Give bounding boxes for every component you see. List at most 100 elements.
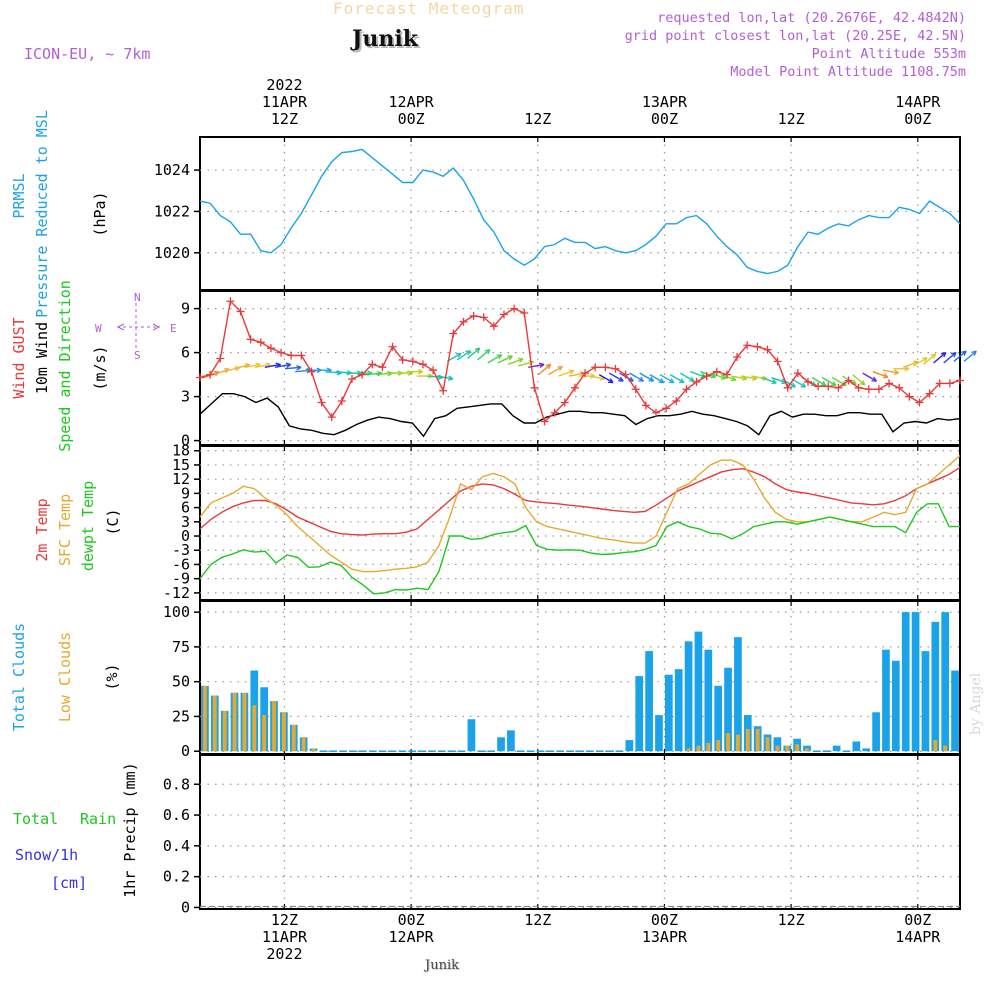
bottom-time-line: 2022	[266, 945, 303, 963]
wind-arrow	[902, 361, 919, 368]
gust-marker	[874, 385, 883, 394]
low-cloud-bar	[252, 705, 257, 752]
top-time-line: 11APR	[261, 93, 308, 111]
gust-marker	[317, 398, 326, 407]
compass-letter: N	[134, 291, 141, 304]
wind-arrow	[254, 363, 271, 368]
bottom-time-label: 00Z 12APR	[361, 912, 461, 963]
wind-arrow-head	[689, 376, 695, 382]
gust-marker	[520, 309, 529, 317]
wind-arrow	[325, 370, 342, 374]
total-cloud-bar	[625, 740, 634, 752]
compass-letter: E	[170, 322, 177, 335]
y-tick-label: 75	[172, 638, 190, 656]
gust-marker	[216, 354, 225, 363]
wind-arrow-head	[922, 357, 928, 363]
gust-marker	[530, 383, 539, 392]
wind-arrow	[669, 373, 685, 384]
gust-marker	[277, 348, 286, 357]
total-cloud-bar	[655, 715, 663, 752]
bottom-time-line: 12Z	[270, 911, 298, 929]
station-name: Junik	[352, 26, 418, 52]
gust-marker	[236, 307, 245, 316]
gust-marker	[378, 363, 387, 372]
gust-marker	[408, 357, 417, 366]
gust-marker	[550, 408, 559, 417]
y-tick-label: 0	[181, 742, 190, 760]
wind-arrow-head	[618, 376, 624, 382]
gust-marker	[307, 367, 316, 376]
gust-marker	[692, 377, 701, 386]
low-cloud-bar	[242, 692, 247, 752]
low-cloud-bar	[933, 740, 938, 752]
total-cloud-bar	[773, 737, 782, 752]
y-tick-label: 25	[172, 707, 190, 725]
wind-arrow-head	[800, 382, 807, 388]
wind-arrow	[264, 363, 281, 368]
wind-arrow	[761, 376, 777, 384]
bottom-time-label: 00Z 14APR	[868, 912, 968, 963]
bottom-time-line: 00Z	[397, 911, 425, 929]
wind-arrow-head	[456, 352, 462, 358]
wind-arrow	[274, 363, 291, 368]
top-time-line: 12Z	[777, 110, 805, 128]
gust-marker	[560, 398, 569, 407]
wind-arrow	[710, 372, 726, 380]
gust-marker	[905, 392, 914, 401]
low-cloud-bar	[222, 710, 227, 752]
y-tick-label: 0	[181, 432, 190, 450]
wind-arrow	[659, 373, 675, 384]
gust-marker	[672, 397, 681, 405]
low-cloud-bar	[745, 728, 750, 752]
wind-arrow-head	[517, 357, 524, 363]
bottom-time-line: 12Z	[524, 911, 552, 929]
gust-marker	[358, 370, 367, 379]
gust-marker	[641, 401, 650, 410]
gust-marker	[540, 417, 549, 426]
bottom-time-line: 14APR	[895, 928, 941, 946]
wind-arrow-head	[668, 378, 675, 384]
wind-arrow-head	[871, 376, 878, 382]
panel-frame-clouds	[199, 600, 961, 755]
total-cloud-bar	[734, 637, 742, 752]
y-tick-label: 0.6	[163, 806, 190, 824]
gust-marker	[287, 351, 296, 360]
wind-arrow-head	[484, 349, 491, 355]
gust-marker	[510, 304, 519, 313]
wind-arrow-head	[882, 373, 889, 379]
gust-marker	[844, 376, 853, 385]
top-time-line: 00Z	[397, 110, 425, 128]
top-time-line: 00Z	[650, 110, 678, 128]
low-cloud-bar	[755, 728, 760, 752]
total-cloud-bar	[497, 737, 505, 752]
top-time-label: 2022 11APR 12Z	[234, 77, 334, 128]
td-line	[199, 503, 960, 595]
wind-arrow	[234, 363, 251, 370]
gust-marker	[469, 311, 478, 320]
low-cloud-bar	[232, 692, 237, 752]
wind-arrow-head	[961, 350, 967, 356]
wind-arrow	[558, 369, 574, 377]
gust-marker	[773, 357, 782, 366]
y-tick-label: 1022	[154, 202, 190, 220]
wind-arrow	[639, 372, 654, 382]
gust-marker	[945, 379, 954, 388]
wind-arrow-head	[950, 351, 957, 358]
bottom-time-label: 12Z	[741, 912, 841, 963]
wind-arrow	[629, 372, 644, 382]
gust-marker	[449, 329, 458, 338]
gust-marker	[591, 363, 600, 372]
total-cloud-bar	[832, 745, 841, 752]
total-cloud-bar	[724, 667, 732, 752]
wind-arrow	[811, 376, 827, 387]
gust-marker	[439, 386, 448, 395]
wind-arrow	[963, 350, 977, 362]
total-cloud-bar	[951, 670, 959, 752]
wind-arrow-head	[539, 362, 545, 368]
wind-arrow-head	[830, 381, 837, 387]
wind-arrow	[791, 378, 806, 388]
low-cloud-bar	[765, 737, 770, 752]
y-tick-label: -3	[172, 541, 190, 559]
wind-arrow	[456, 350, 471, 361]
bottom-time-line: 00Z	[650, 911, 678, 929]
